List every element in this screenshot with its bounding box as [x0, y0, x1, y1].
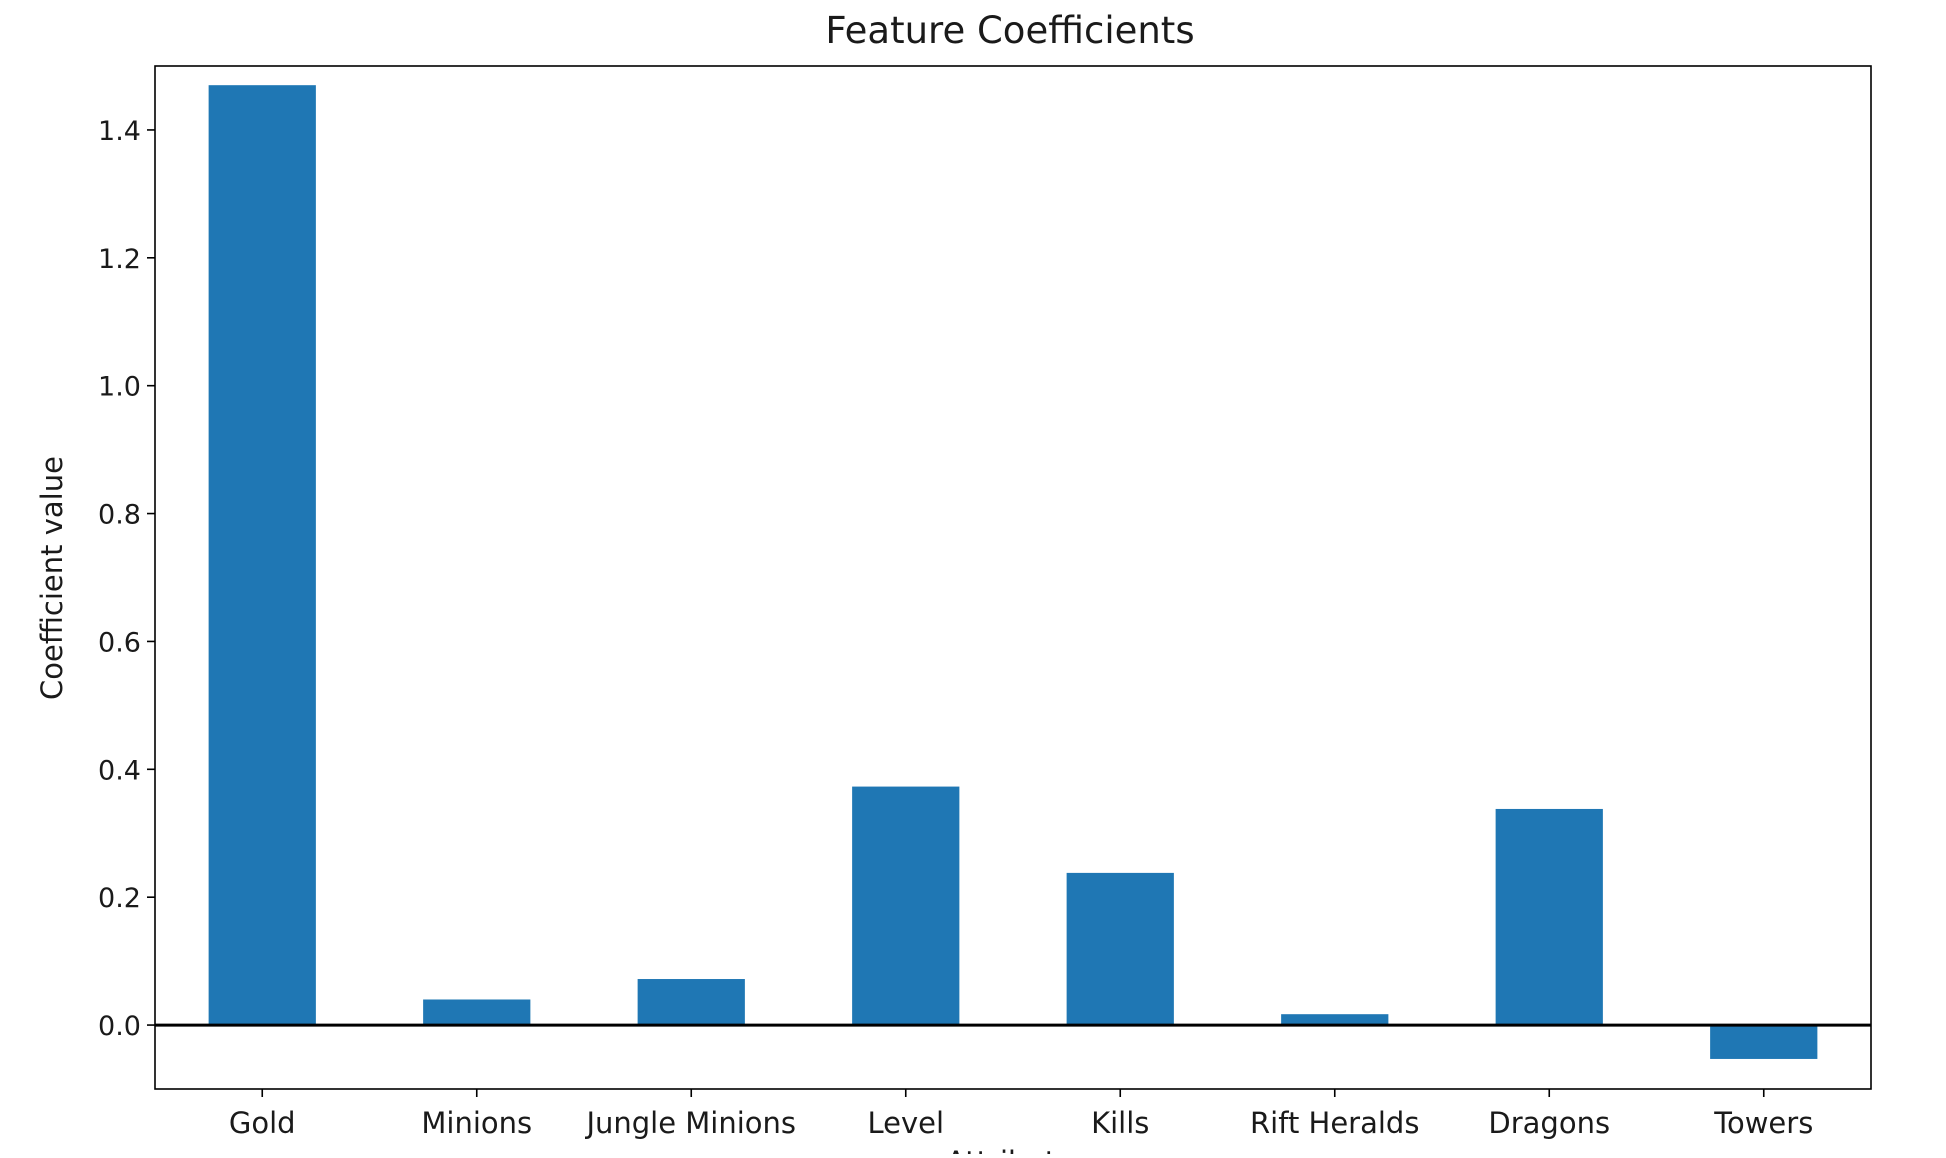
bar-level — [852, 786, 960, 1026]
bar-kills — [1066, 872, 1174, 1026]
x-tick-label: Minions — [421, 1106, 532, 1140]
y-tick-label: 0.4 — [98, 755, 141, 786]
chart-title: Feature Coefficients — [825, 9, 1194, 52]
x-tick-label: Towers — [1713, 1106, 1813, 1140]
x-tick-label: Dragons — [1488, 1106, 1610, 1140]
bar-jungle-minions — [637, 979, 745, 1026]
y-tick-label: 1.0 — [98, 372, 141, 403]
y-axis-label: Coefficient value — [35, 456, 69, 700]
y-tick-label: 1.2 — [98, 244, 141, 275]
plot-frame — [154, 65, 1872, 1090]
bar-towers — [1710, 1025, 1818, 1059]
x-tick-label: Level — [867, 1106, 944, 1140]
y-tick-label: 0.0 — [98, 1011, 141, 1042]
x-tick-label: Jungle Minions — [584, 1106, 796, 1140]
x-tick-label: Gold — [229, 1106, 296, 1140]
x-axis-label: Attribute — [946, 1145, 1074, 1154]
x-tick-label: Kills — [1091, 1106, 1149, 1140]
bar-rift-heralds — [1281, 1014, 1389, 1026]
bar-dragons — [1495, 808, 1603, 1026]
y-tick-label: 0.6 — [98, 627, 141, 658]
y-tick-label: 1.4 — [98, 116, 141, 147]
bar-minions — [423, 999, 531, 1026]
y-tick-label: 0.8 — [98, 500, 141, 531]
y-tick-label: 0.2 — [98, 883, 141, 914]
bar-gold — [208, 85, 316, 1026]
plot-area: 0.0 0.2 0.4 0.6 0.8 1.0 1.2 1.4 Gold Minions Jungl… — [98, 65, 1872, 1140]
x-tick-label: Rift Heralds — [1250, 1106, 1419, 1140]
